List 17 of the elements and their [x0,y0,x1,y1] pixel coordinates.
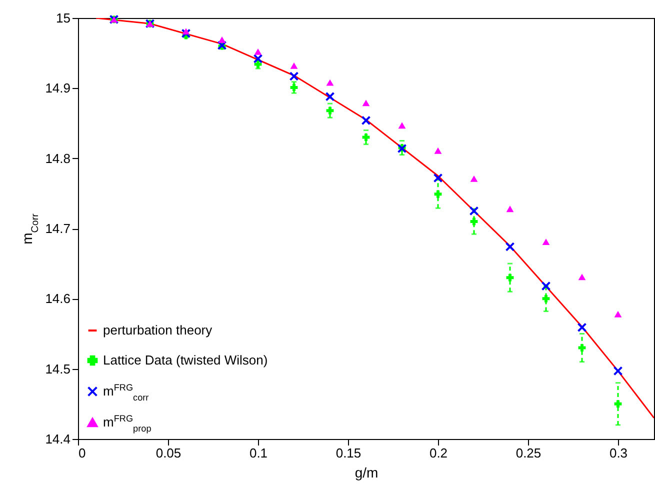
x-tick-label: 0.25 [516,446,542,460]
y-tick-label: 14.6 [45,291,70,306]
x-tick-label: 0.2 [429,446,448,460]
y-tick-label: 14.4 [45,432,70,446]
x-tick-label: 0.05 [156,446,182,460]
y-tick-label: 14.8 [45,150,70,166]
x-tick-label: 0.15 [336,446,362,460]
y-tick-label: 14.9 [45,80,70,96]
x-axis-title: g/m [354,464,378,480]
x-tick-label: 0 [78,446,86,460]
x-tick-label: 0.3 [609,446,628,460]
x-tick-label: 0.1 [249,446,268,460]
y-tick-label: 14.7 [45,221,70,236]
legend-label: Lattice Data (twisted Wilson) [103,352,268,368]
y-tick-label: 15 [56,10,70,26]
legend-label: perturbation theory [103,322,213,338]
y-tick-label: 14.5 [45,361,70,376]
